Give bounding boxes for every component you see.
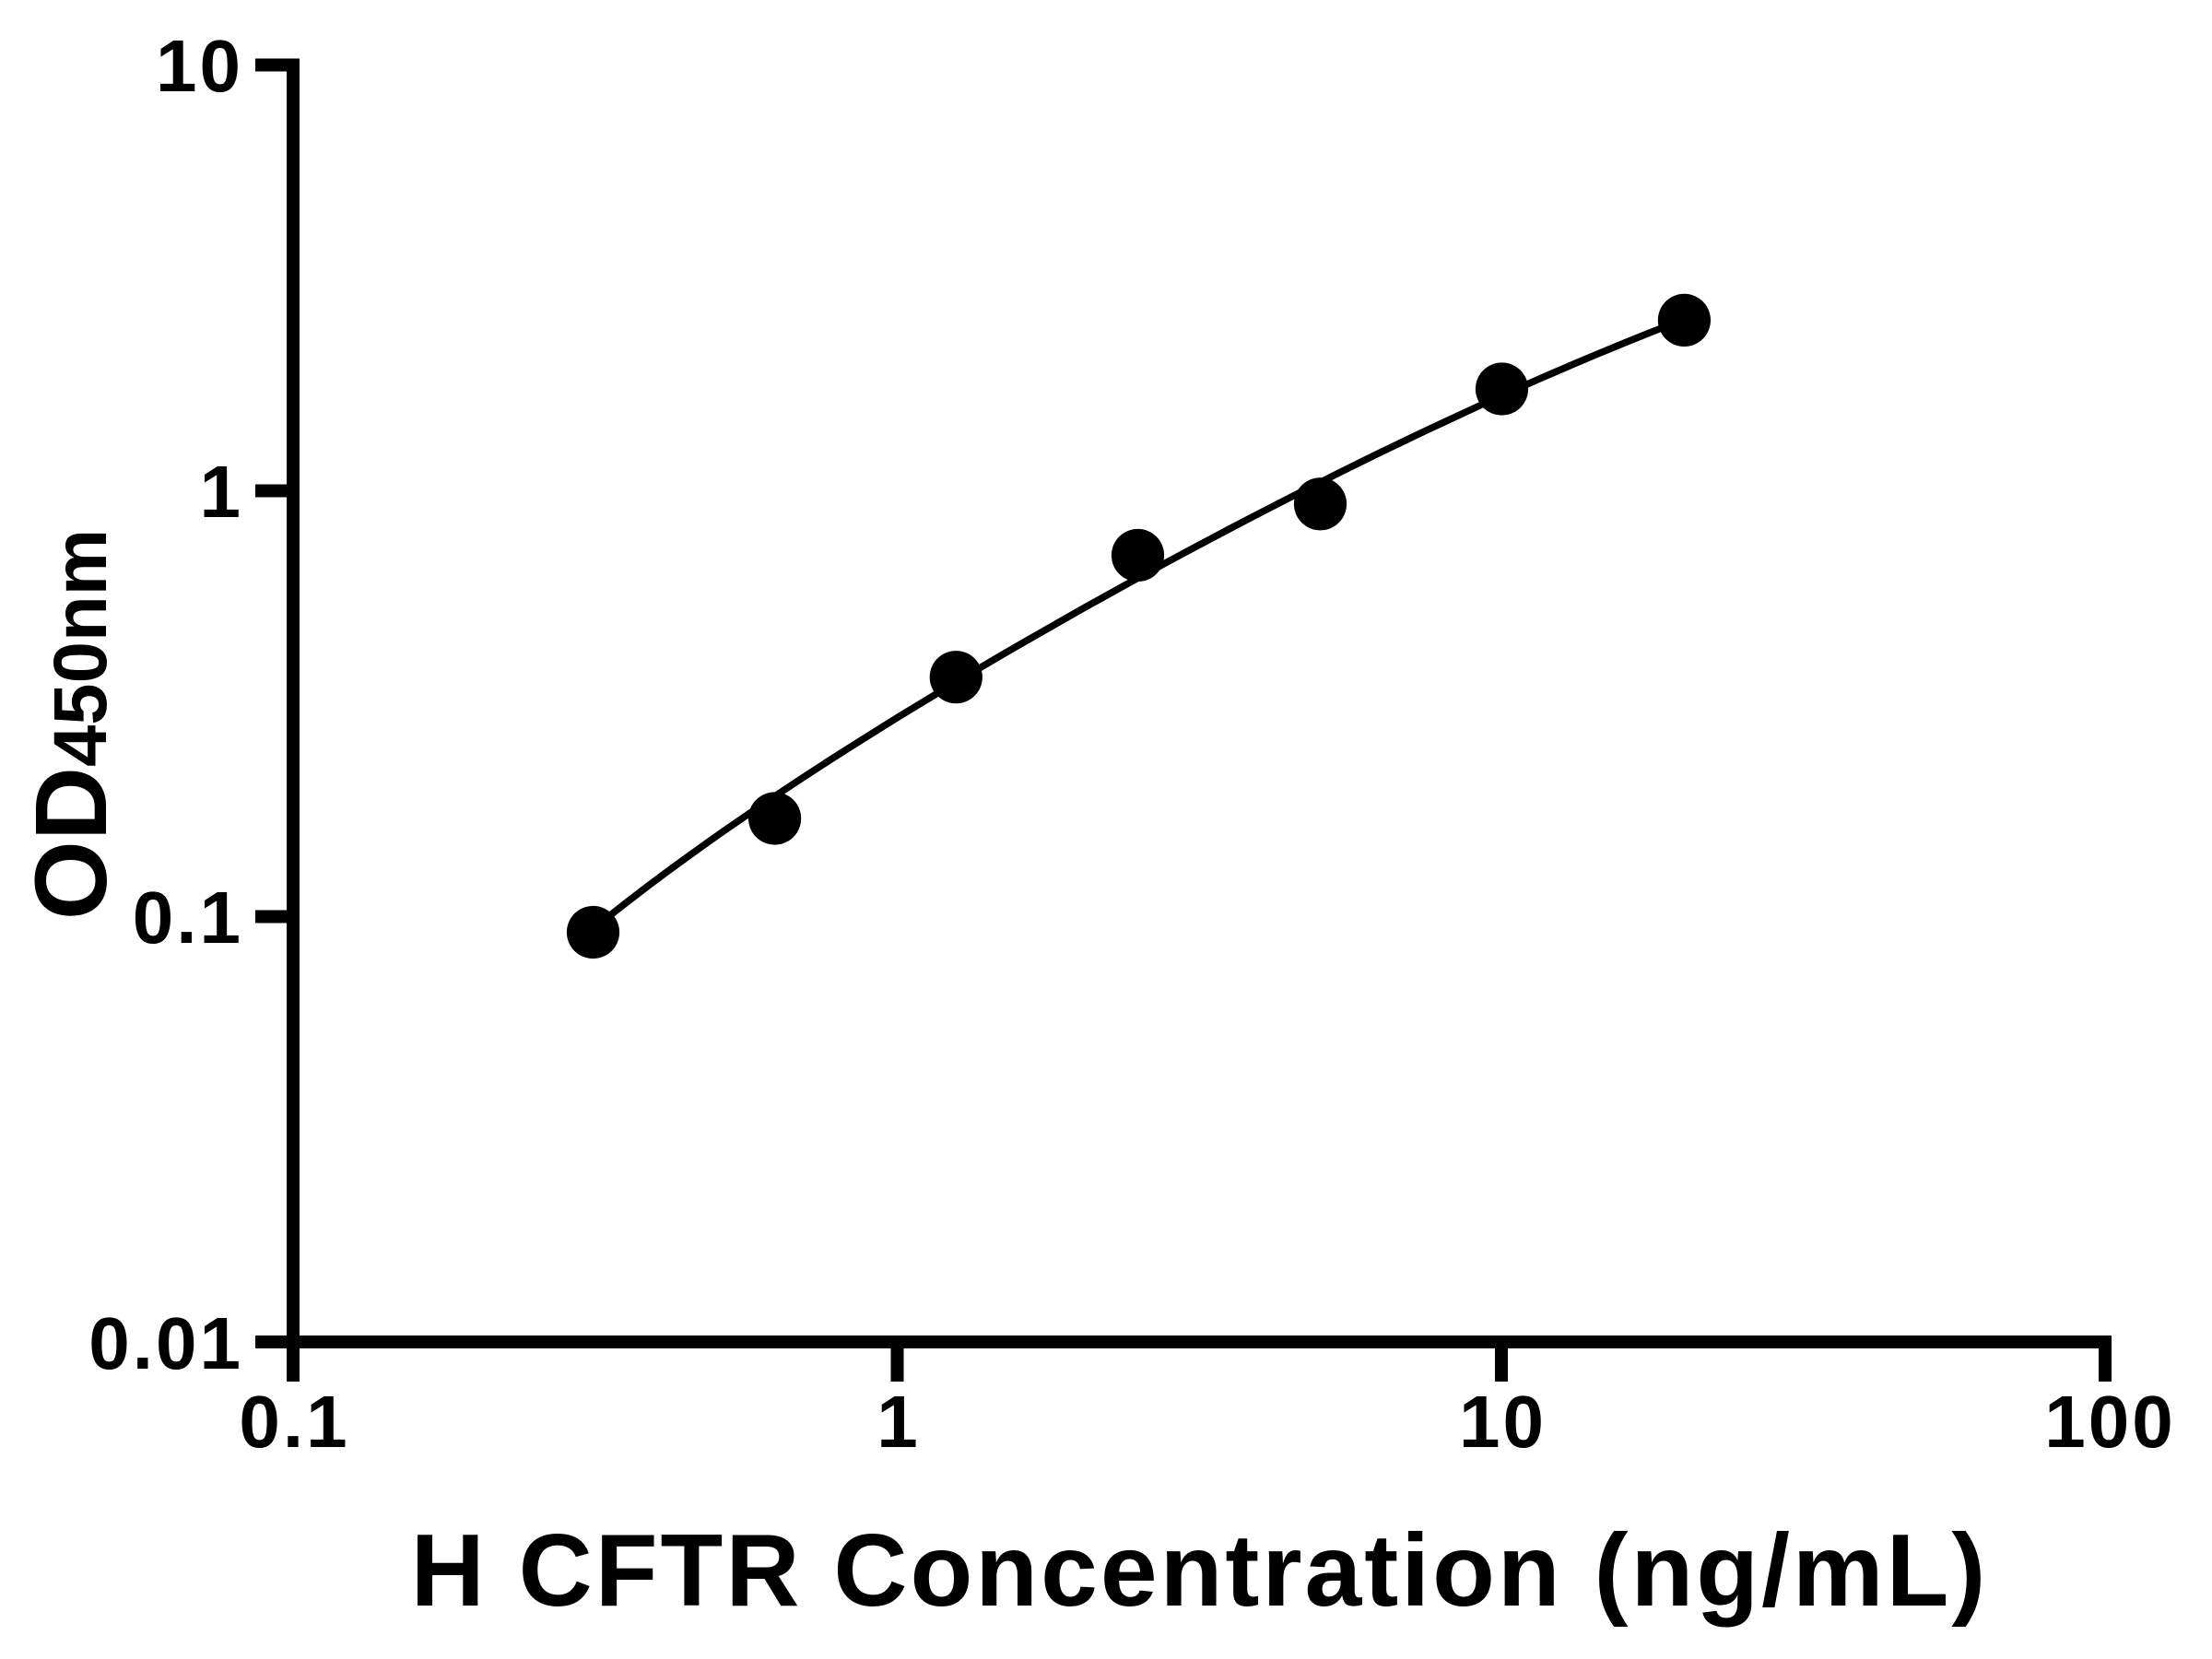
svg-text:0.1: 0.1 (133, 877, 243, 959)
svg-text:OD450nm: OD450nm (15, 529, 128, 920)
svg-text:1: 1 (200, 451, 244, 533)
svg-text:H CFTR Concentration (ng/mL): H CFTR Concentration (ng/mL) (411, 1513, 1989, 1628)
svg-text:1: 1 (877, 1381, 921, 1463)
svg-text:0.1: 0.1 (239, 1381, 349, 1463)
svg-text:100: 100 (2044, 1381, 2175, 1463)
svg-text:10: 10 (156, 25, 243, 107)
svg-text:0.01: 0.01 (88, 1302, 243, 1384)
svg-text:10: 10 (1459, 1381, 1547, 1463)
